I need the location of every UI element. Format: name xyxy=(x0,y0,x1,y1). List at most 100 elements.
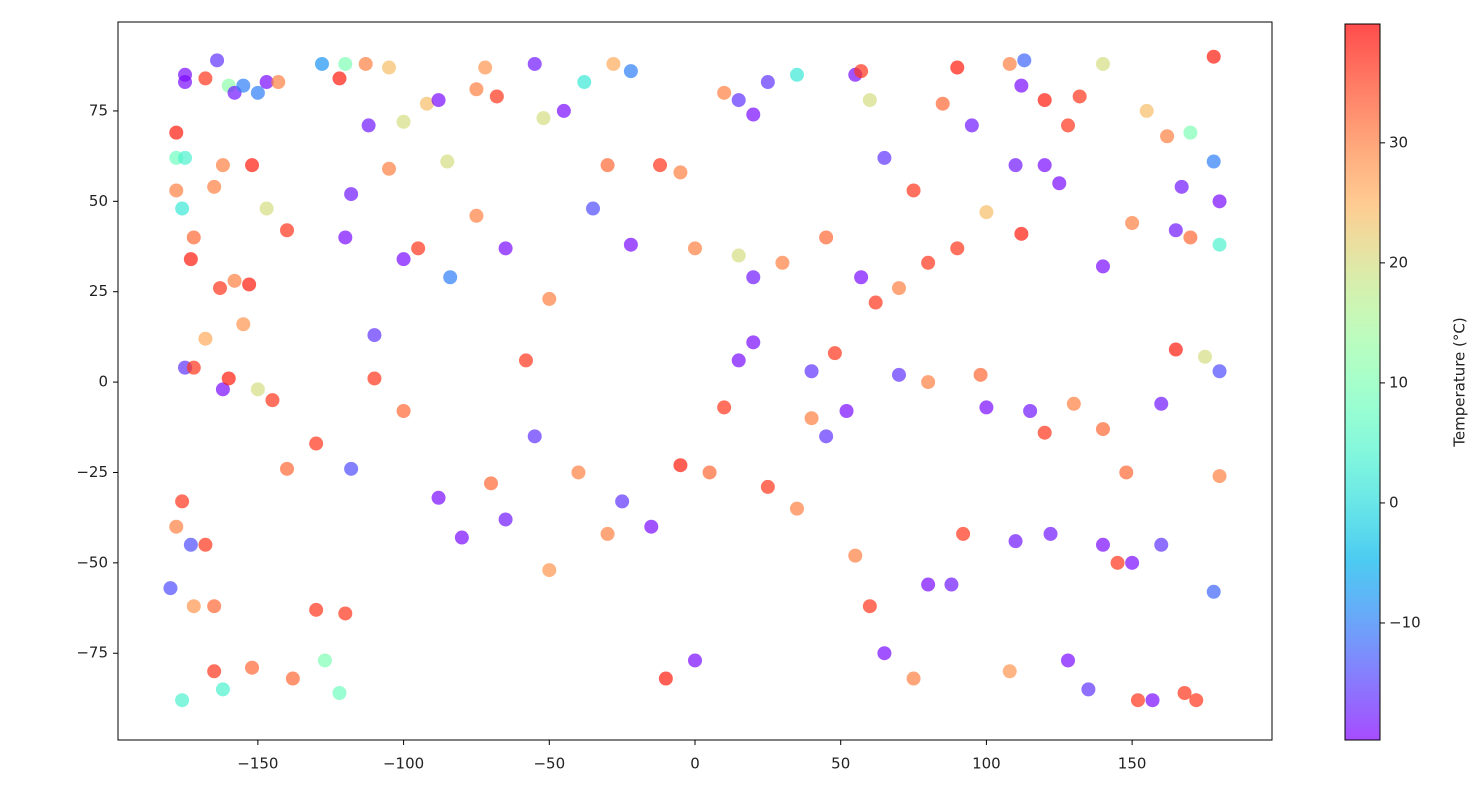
point xyxy=(1037,158,1052,173)
point xyxy=(1002,664,1017,679)
point xyxy=(1095,537,1110,552)
x-tick-label: 50 xyxy=(831,755,850,773)
point xyxy=(746,335,761,350)
point xyxy=(542,291,557,306)
point xyxy=(623,237,638,252)
point xyxy=(944,577,959,592)
x-tick-label: 0 xyxy=(690,755,700,773)
point xyxy=(338,606,353,621)
point xyxy=(848,548,863,563)
point xyxy=(1189,693,1204,708)
point xyxy=(1066,396,1081,411)
point xyxy=(1095,56,1110,71)
point xyxy=(1110,555,1125,570)
point xyxy=(338,56,353,71)
point xyxy=(1139,103,1154,118)
point xyxy=(259,201,274,216)
point xyxy=(906,183,921,198)
point xyxy=(600,526,615,541)
colorbar-tick-label: 30 xyxy=(1389,133,1408,151)
point xyxy=(1168,342,1183,357)
point xyxy=(717,85,732,100)
point xyxy=(163,581,178,596)
point xyxy=(950,60,965,75)
point xyxy=(746,270,761,285)
point xyxy=(1212,237,1227,252)
y-tick-label: −25 xyxy=(76,463,108,481)
point xyxy=(236,78,251,93)
point xyxy=(775,255,790,270)
point xyxy=(1206,584,1221,599)
point xyxy=(332,71,347,86)
point xyxy=(454,530,469,545)
point xyxy=(644,519,659,534)
point xyxy=(854,270,869,285)
point xyxy=(215,158,230,173)
point xyxy=(344,187,359,202)
point xyxy=(1197,349,1212,364)
point xyxy=(1002,56,1017,71)
point xyxy=(827,346,842,361)
point xyxy=(518,353,533,368)
point xyxy=(1081,682,1096,697)
point xyxy=(1125,216,1140,231)
point xyxy=(1212,469,1227,484)
point xyxy=(169,519,184,534)
point xyxy=(862,599,877,614)
point xyxy=(973,367,988,382)
point xyxy=(431,490,446,505)
colorbar-tick-label: −10 xyxy=(1389,613,1421,631)
point xyxy=(731,93,746,108)
x-tick-label: −100 xyxy=(383,755,424,773)
point xyxy=(250,85,265,100)
point xyxy=(527,429,542,444)
point xyxy=(877,150,892,165)
point xyxy=(1160,129,1175,144)
point xyxy=(245,660,260,675)
colorbar-tick-label: 10 xyxy=(1389,373,1408,391)
point xyxy=(1014,78,1029,93)
point xyxy=(396,252,411,267)
point xyxy=(396,404,411,419)
point xyxy=(207,179,222,194)
point xyxy=(1130,693,1145,708)
point xyxy=(183,252,198,267)
point xyxy=(221,371,236,386)
point xyxy=(935,96,950,111)
point xyxy=(280,461,295,476)
point xyxy=(673,458,688,473)
point xyxy=(1072,89,1087,104)
point xyxy=(207,599,222,614)
point xyxy=(198,71,213,86)
point xyxy=(1154,537,1169,552)
point xyxy=(653,158,668,173)
point xyxy=(215,382,230,397)
point xyxy=(921,255,936,270)
point xyxy=(207,664,222,679)
point xyxy=(259,75,274,90)
point xyxy=(411,241,426,256)
point xyxy=(1168,223,1183,238)
point xyxy=(271,75,286,90)
point xyxy=(1183,125,1198,140)
point xyxy=(242,277,257,292)
point xyxy=(186,599,201,614)
point xyxy=(212,281,227,296)
point xyxy=(250,382,265,397)
point xyxy=(358,56,373,71)
point xyxy=(469,82,484,97)
point xyxy=(1008,158,1023,173)
x-tick-label: −50 xyxy=(533,755,565,773)
x-tick-label: 100 xyxy=(972,755,1001,773)
point xyxy=(862,93,877,108)
point xyxy=(382,60,397,75)
y-tick-label: 75 xyxy=(89,101,108,119)
point xyxy=(227,273,242,288)
point xyxy=(236,317,251,332)
point xyxy=(1145,693,1160,708)
x-tick-label: 150 xyxy=(1118,755,1147,773)
point xyxy=(921,577,936,592)
point xyxy=(396,114,411,129)
point xyxy=(979,205,994,220)
